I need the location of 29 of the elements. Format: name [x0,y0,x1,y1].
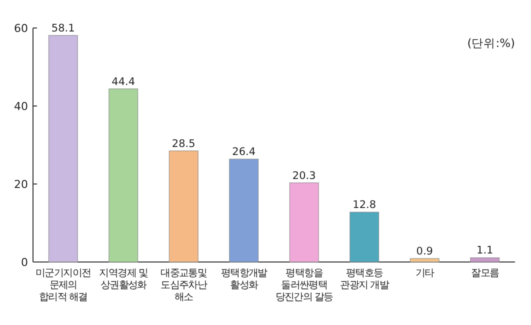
bar [229,158,259,262]
y-tick-label: 20 [14,178,28,191]
bar [350,212,380,262]
bar [289,182,319,262]
y-tick-label: 0 [21,256,28,269]
x-tick-label: 잘모름 [471,268,500,279]
data-label: 44.4 [112,76,136,88]
bar [410,258,440,262]
bar [48,35,78,262]
x-tick-label: 기타 [415,268,435,279]
y-tick-label: 60 [14,22,28,35]
data-label: 26.4 [232,146,256,158]
bar [108,88,138,262]
annotation: (단위:%) [467,36,515,50]
x-tick-label: 평택항을 둘러싼평택 당진간의 갈등 [275,268,334,303]
data-label: 1.1 [476,244,494,257]
x-tick-label: 평택호등 관광지 개발 [340,268,390,291]
data-label: 28.5 [172,138,196,150]
x-tick-label: 평택항개발 활성화 [220,268,268,291]
y-tick-label: 40 [14,100,28,113]
data-label: 12.8 [352,199,376,212]
data-label: 58.1 [51,22,75,34]
x-tick-label: 지역경제 및 상권활성화 [99,268,148,291]
data-label: 0.9 [416,245,433,258]
x-tick-label: 미군기지이전 문제의 합리적 해결 [36,268,91,303]
x-tick-label: 대중교통및 도심주차난 해소 [160,268,208,303]
bar [470,257,500,262]
bar [168,150,198,262]
data-label: 20.3 [292,170,316,182]
